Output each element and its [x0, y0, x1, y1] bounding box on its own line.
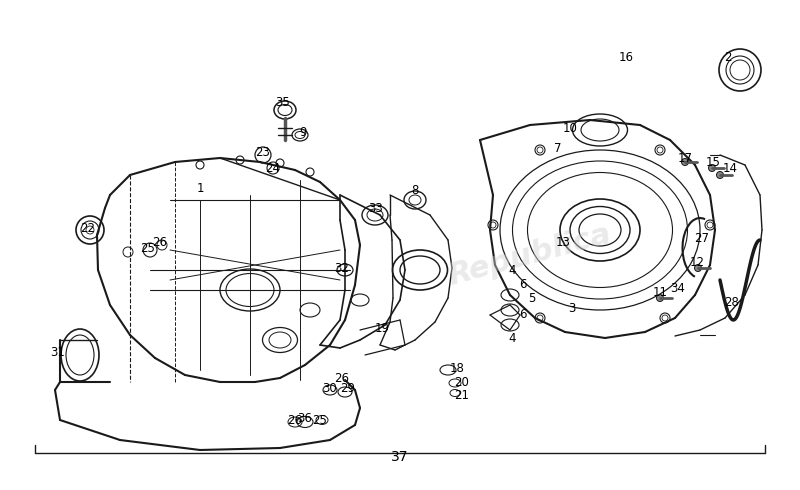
Text: 30: 30 [322, 382, 338, 394]
Text: 20: 20 [454, 376, 470, 390]
Text: 14: 14 [722, 162, 738, 174]
Text: 19: 19 [374, 321, 390, 335]
Circle shape [717, 172, 723, 178]
Text: 37: 37 [391, 450, 409, 464]
Text: 3: 3 [568, 301, 576, 315]
Text: 31: 31 [50, 346, 66, 360]
Text: 23: 23 [255, 147, 270, 160]
Circle shape [694, 265, 702, 271]
Text: 36: 36 [298, 412, 313, 424]
Text: 17: 17 [678, 151, 693, 165]
Text: 16: 16 [618, 51, 634, 65]
Text: 27: 27 [694, 231, 710, 245]
Circle shape [657, 294, 663, 301]
Text: 1: 1 [196, 181, 204, 195]
Text: 28: 28 [725, 296, 739, 310]
Text: 11: 11 [653, 286, 667, 298]
Text: 7: 7 [554, 142, 562, 154]
Text: 26: 26 [287, 414, 302, 426]
Text: 6: 6 [519, 309, 526, 321]
Text: 12: 12 [690, 255, 705, 269]
Text: 2: 2 [724, 51, 732, 65]
Text: 25: 25 [313, 414, 327, 426]
Text: 24: 24 [266, 162, 281, 174]
Text: 26: 26 [153, 237, 167, 249]
Circle shape [709, 165, 715, 172]
Circle shape [682, 158, 689, 166]
Text: 29: 29 [341, 382, 355, 394]
Text: 4: 4 [508, 264, 516, 276]
Text: 8: 8 [411, 183, 418, 196]
Text: 4: 4 [508, 332, 516, 344]
Text: 5: 5 [528, 293, 536, 305]
Text: Republica: Republica [445, 219, 615, 291]
Text: 21: 21 [454, 389, 470, 401]
Text: 13: 13 [555, 237, 570, 249]
Text: 9: 9 [299, 126, 306, 140]
Text: 32: 32 [334, 262, 350, 274]
Text: 15: 15 [706, 155, 721, 169]
Text: 18: 18 [450, 362, 465, 374]
Text: 6: 6 [519, 277, 526, 291]
Text: 34: 34 [670, 281, 686, 294]
Text: 35: 35 [276, 97, 290, 109]
Text: 10: 10 [562, 122, 578, 134]
Text: 25: 25 [141, 242, 155, 254]
Text: 26: 26 [334, 371, 350, 385]
Text: 22: 22 [81, 221, 95, 235]
Text: 33: 33 [369, 201, 383, 215]
